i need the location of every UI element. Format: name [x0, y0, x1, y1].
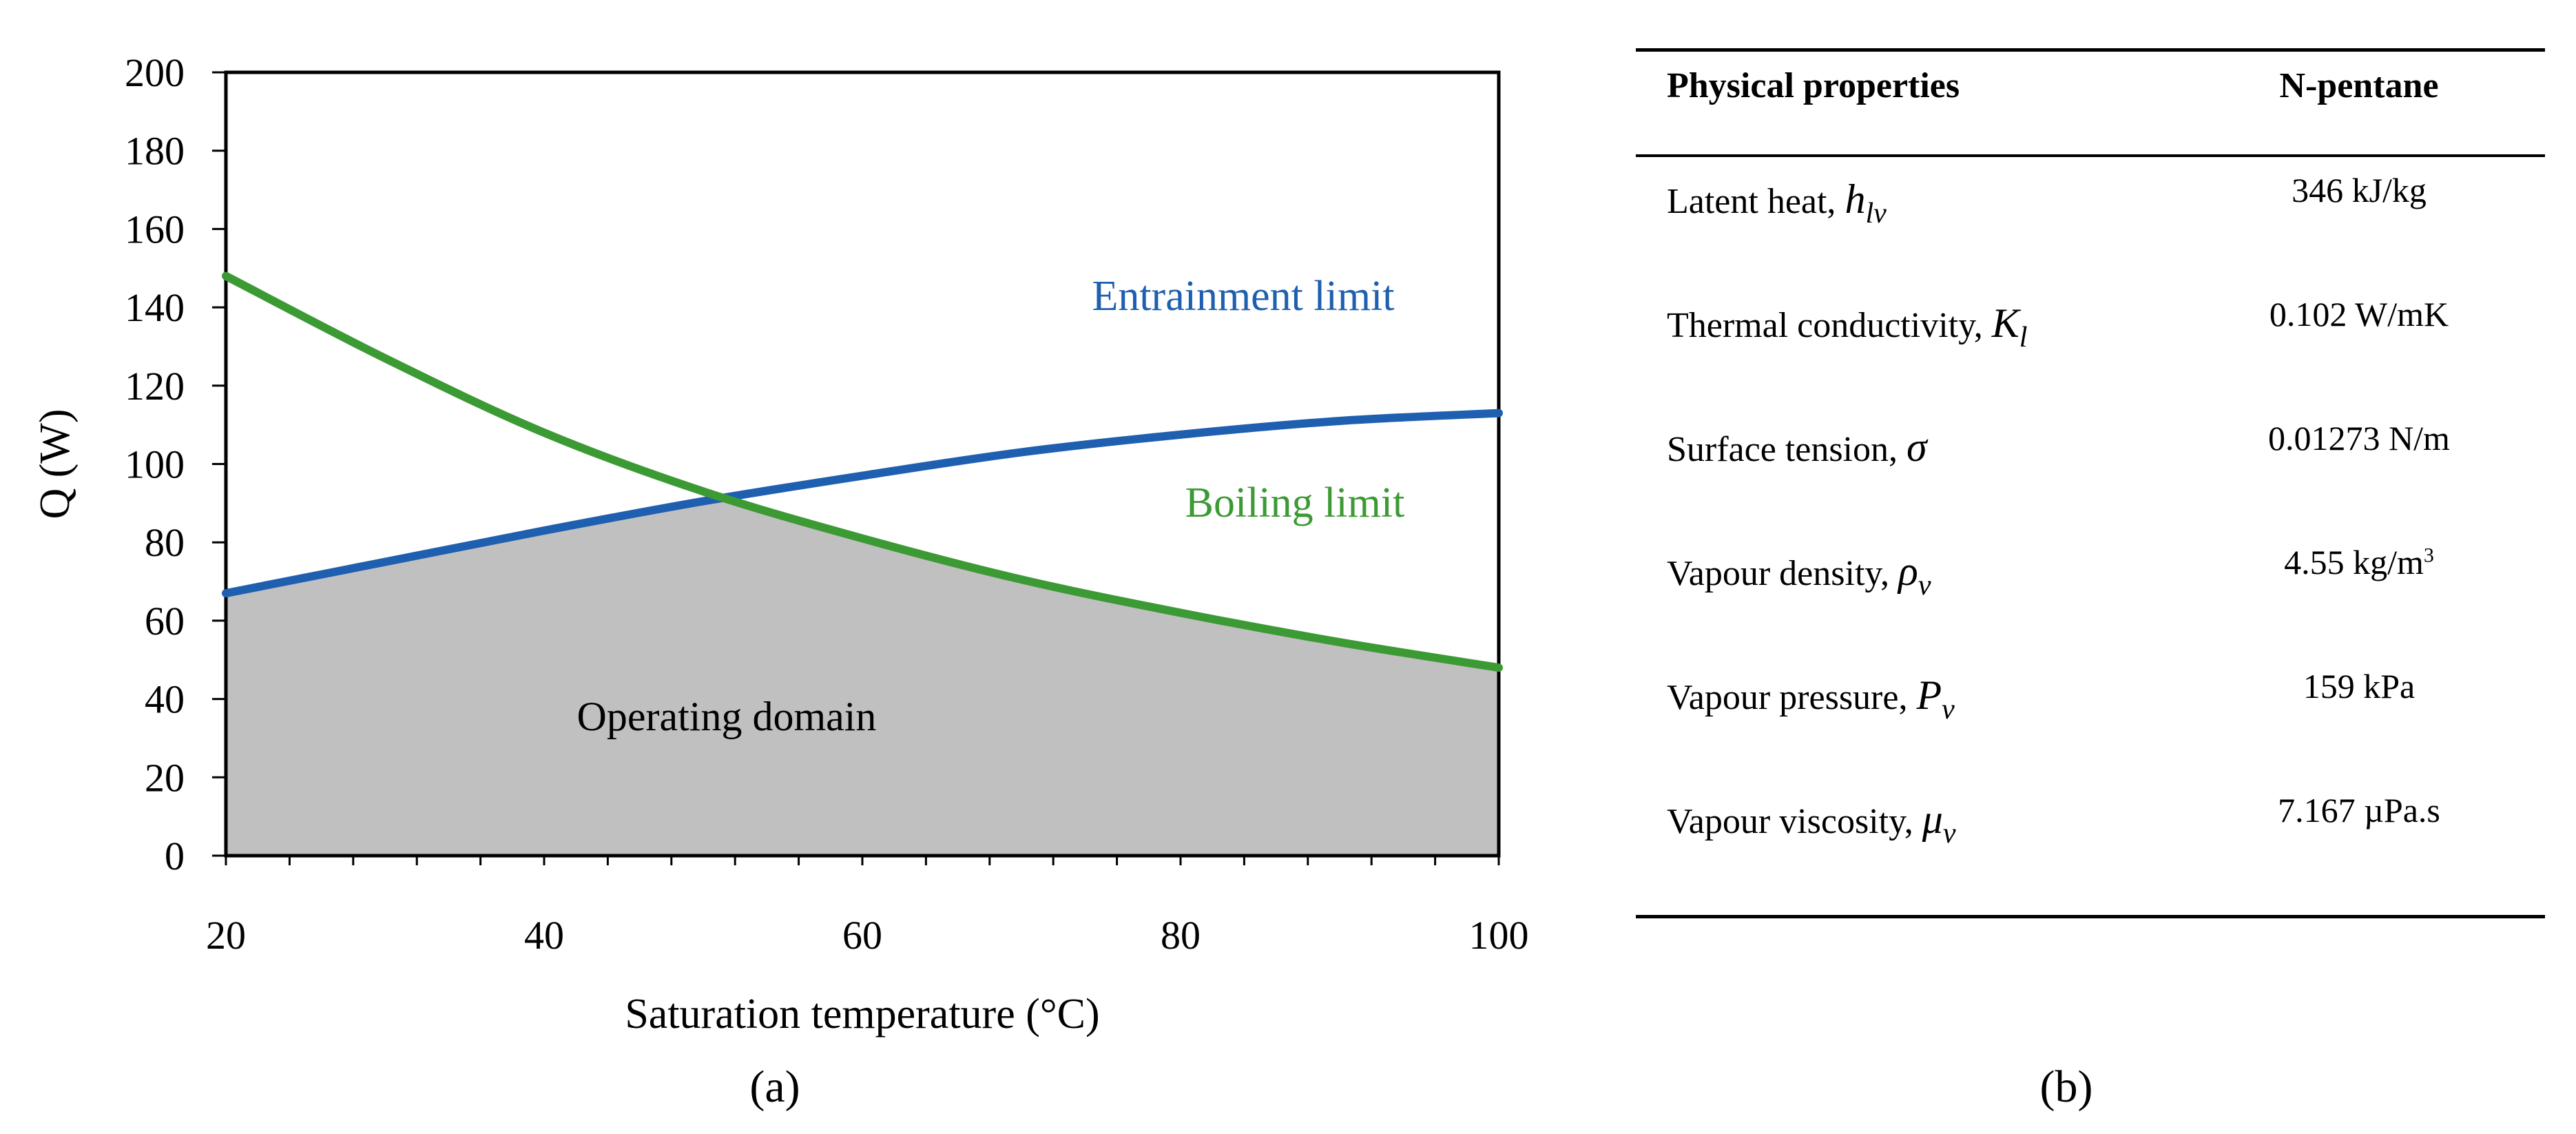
property-value: 4.55 kg/m3 [2214, 542, 2504, 582]
property-symbol: h [1845, 176, 1866, 222]
property-value-text: 346 kJ/kg [2292, 171, 2427, 209]
property-value-text: 7.167 µPa.s [2278, 791, 2440, 829]
x-tick-label: 100 [1469, 913, 1529, 958]
y-tick-label: 160 [125, 207, 185, 251]
x-axis-label: Saturation temperature (°C) [625, 991, 1099, 1038]
property-name: Vapour pressure, Pv [1667, 672, 1955, 726]
table-bottom-rule [1636, 915, 2545, 918]
y-tick-label: 60 [145, 599, 185, 643]
x-tick-label: 80 [1161, 913, 1201, 958]
table-header-rule [1636, 154, 2545, 157]
panel-label-a: (a) [749, 1062, 800, 1112]
property-value: 346 kJ/kg [2214, 170, 2504, 210]
y-tick-label: 0 [165, 834, 185, 878]
property-subscript: v [1918, 570, 1931, 601]
property-symbol: μ [1922, 796, 1943, 842]
chart-panel: 0 20 40 60 80 100 120 140 160 180 200 20 40 60 80 100 Sa… [32, 50, 1529, 1038]
series-line-boiling [222, 271, 1503, 672]
property-symbol: P [1916, 672, 1942, 718]
property-symbol: ρ [1898, 548, 1918, 594]
table-row: Vapour pressure, Pv 159 kPa [1636, 667, 2545, 796]
table-row: Vapour viscosity, μv 7.167 µPa.s [1636, 791, 2545, 920]
property-name: Surface tension, σ [1667, 424, 1927, 478]
property-name: Vapour viscosity, μv [1667, 796, 1955, 850]
property-label: Surface tension, [1667, 430, 1907, 469]
y-tick-label: 40 [145, 677, 185, 722]
property-value: 159 kPa [2214, 666, 2504, 706]
boiling-limit-label: Boiling limit [1185, 480, 1405, 526]
property-symbol: σ [1907, 424, 1927, 470]
y-tick-label: 180 [125, 129, 185, 174]
property-name: Latent heat, hlv [1667, 176, 1887, 230]
table-row: Thermal conductivity, Kl 0.102 W/mK [1636, 295, 2545, 424]
property-value: 0.102 W/mK [2214, 294, 2504, 334]
x-tick-label: 40 [524, 913, 564, 958]
property-name: Vapour density, ρv [1667, 548, 1931, 602]
property-value-sup: 3 [2423, 544, 2434, 567]
property-subscript: lv [1865, 198, 1887, 229]
line-chart: 0 20 40 60 80 100 120 140 160 180 200 20 40 60 80 100 Sa… [32, 50, 1529, 1038]
property-value: 7.167 µPa.s [2214, 790, 2504, 830]
property-subscript: v [1942, 818, 1956, 849]
y-tick-label: 120 [125, 364, 185, 409]
x-tick-label: 20 [206, 913, 246, 958]
property-symbol: K [1991, 300, 2019, 346]
operating-domain-label: Operating domain [577, 694, 877, 739]
y-tick-label: 140 [125, 285, 185, 330]
table-top-rule [1636, 48, 2545, 52]
x-tick-label: 60 [842, 913, 882, 958]
panel-label-b: (b) [2039, 1062, 2093, 1112]
property-name: Thermal conductivity, Kl [1667, 300, 2027, 354]
property-value: 0.01273 N/m [2214, 418, 2504, 458]
property-label: Vapour viscosity, [1667, 802, 1922, 841]
property-label: Vapour pressure, [1667, 678, 1917, 717]
property-value-text: 159 kPa [2303, 667, 2416, 705]
header-n-pentane: N-pentane [2279, 66, 2439, 105]
y-tick-label: 20 [145, 755, 185, 800]
y-tick-label: 100 [125, 442, 185, 487]
series-line-entrainment [222, 409, 1503, 598]
operating-domain-area [226, 498, 1499, 856]
entrainment-limit-label: Entrainment limit [1092, 273, 1394, 320]
header-physical-properties: Physical properties [1667, 66, 1960, 105]
property-value-text: 4.55 kg/m [2284, 543, 2424, 581]
table-row: Surface tension, σ 0.01273 N/m [1636, 419, 2545, 548]
y-axis-label: Q (W) [32, 409, 79, 519]
property-subscript: v [1942, 694, 1955, 725]
y-tick-label: 80 [145, 520, 185, 565]
property-subscript: l [2019, 322, 2028, 353]
property-label: Thermal conductivity, [1667, 306, 1992, 345]
table-row: Latent heat, hlv 346 kJ/kg [1636, 171, 2545, 300]
property-label: Latent heat, [1667, 182, 1845, 221]
property-label: Vapour density, [1667, 554, 1899, 593]
y-tick-label: 200 [125, 50, 185, 95]
property-value-text: 0.102 W/mK [2269, 295, 2449, 333]
property-value-text: 0.01273 N/m [2268, 419, 2450, 457]
table-row: Vapour density, ρv 4.55 kg/m3 [1636, 543, 2545, 672]
